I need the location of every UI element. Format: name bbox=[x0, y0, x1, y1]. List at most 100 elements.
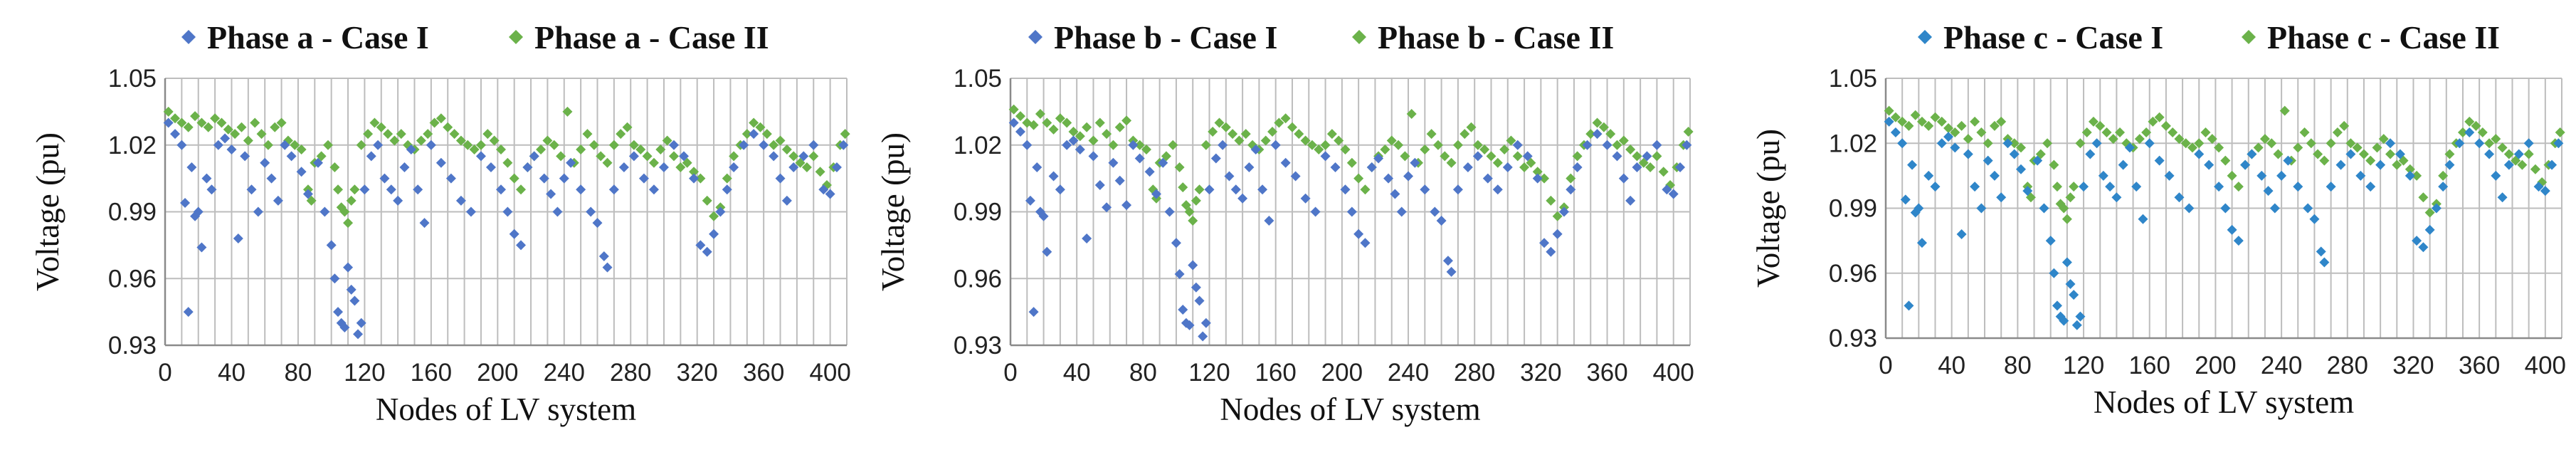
data-point-case-ii bbox=[270, 122, 280, 132]
data-point-case-i bbox=[1346, 206, 1357, 217]
data-point-case-ii bbox=[256, 129, 267, 140]
data-point-case-i bbox=[329, 273, 340, 284]
data-point-case-ii bbox=[1592, 117, 1603, 128]
data-point-case-ii bbox=[1320, 140, 1331, 150]
data-point-case-i bbox=[1566, 184, 1576, 195]
data-point-case-i bbox=[1410, 157, 1420, 168]
x-tick-label: 120 bbox=[344, 359, 385, 387]
data-point-case-ii bbox=[2339, 120, 2350, 131]
data-point-case-ii bbox=[576, 145, 586, 154]
data-point-case-ii bbox=[2253, 142, 2264, 153]
data-point-case-ii bbox=[729, 151, 739, 162]
data-point-case-i bbox=[2431, 203, 2442, 214]
data-point-case-i bbox=[1546, 246, 1556, 257]
data-point-case-i bbox=[1462, 162, 1473, 172]
data-point-case-ii bbox=[689, 167, 700, 177]
data-point-case-ii bbox=[2154, 112, 2165, 122]
data-point-case-ii bbox=[1943, 122, 1954, 133]
data-point-case-i bbox=[1128, 140, 1139, 150]
data-point-case-ii bbox=[1346, 157, 1357, 168]
data-point-case-ii bbox=[1028, 120, 1039, 130]
data-point-case-ii bbox=[2009, 138, 2020, 149]
data-point-case-i bbox=[1618, 173, 1629, 184]
x-tick-label: 320 bbox=[2392, 352, 2434, 379]
data-point-case-ii bbox=[2365, 155, 2376, 166]
data-point-case-i bbox=[1038, 211, 1049, 221]
data-point-case-i bbox=[2247, 149, 2257, 159]
data-point-case-i bbox=[2240, 159, 2251, 170]
data-point-case-i bbox=[246, 184, 257, 195]
data-point-case-ii bbox=[296, 145, 307, 154]
data-point-case-i bbox=[1492, 184, 1503, 195]
data-point-case-i bbox=[559, 173, 569, 184]
data-point-case-i bbox=[546, 189, 556, 199]
legend-marker-case-i bbox=[1918, 30, 1932, 44]
data-point-case-ii bbox=[1287, 122, 1297, 132]
data-point-case-i bbox=[1442, 256, 1453, 266]
data-point-case-i bbox=[2111, 192, 2122, 203]
data-point-case-i bbox=[2424, 224, 2435, 235]
data-point-case-i bbox=[312, 157, 323, 168]
data-point-case-ii bbox=[2424, 207, 2435, 218]
data-point-case-i bbox=[2553, 138, 2564, 149]
data-point-case-i bbox=[2039, 203, 2049, 214]
y-tick-label: 1.05 bbox=[108, 65, 157, 93]
data-point-case-i bbox=[566, 157, 576, 168]
data-point-case-i bbox=[668, 140, 679, 150]
data-point-case-i bbox=[286, 151, 297, 162]
data-point-case-i bbox=[1204, 184, 1215, 195]
data-point-case-i bbox=[1022, 140, 1033, 150]
data-point-case-i bbox=[1420, 184, 1430, 195]
data-point-case-i bbox=[2533, 182, 2544, 192]
data-point-case-i bbox=[2069, 290, 2079, 300]
data-point-case-i bbox=[2464, 127, 2475, 138]
legend-label-case-i: Phase b - Case I bbox=[1054, 19, 1277, 56]
data-point-case-ii bbox=[443, 122, 453, 132]
data-point-case-ii bbox=[2207, 134, 2217, 145]
data-point-case-ii bbox=[210, 113, 221, 124]
data-point-case-ii bbox=[2108, 134, 2118, 145]
data-point-case-ii bbox=[2352, 142, 2363, 153]
data-point-case-i bbox=[1612, 151, 1622, 162]
x-tick-label: 280 bbox=[610, 359, 651, 387]
y-tick-label: 1.02 bbox=[954, 132, 1002, 159]
data-point-case-ii bbox=[2148, 116, 2158, 127]
data-point-case-ii bbox=[290, 140, 300, 150]
data-point-case-i bbox=[1250, 145, 1261, 154]
x-tick-label: 360 bbox=[743, 359, 784, 387]
data-point-case-ii bbox=[2273, 149, 2284, 159]
data-point-case-ii bbox=[2477, 127, 2488, 138]
data-point-case-i bbox=[702, 246, 712, 257]
data-point-case-ii bbox=[2412, 170, 2422, 181]
data-point-case-ii bbox=[1314, 145, 1324, 154]
data-point-case-i bbox=[2144, 138, 2155, 149]
data-point-case-i bbox=[1158, 157, 1168, 168]
x-tick-label: 160 bbox=[411, 359, 452, 387]
data-point-case-ii bbox=[1459, 129, 1470, 140]
data-point-case-ii bbox=[2141, 127, 2152, 138]
data-point-case-i bbox=[226, 145, 237, 154]
data-point-case-ii bbox=[695, 173, 706, 184]
data-point-case-i bbox=[1280, 157, 1291, 168]
data-point-case-i bbox=[608, 184, 619, 195]
data-point-case-ii bbox=[2299, 127, 2310, 138]
data-point-case-i bbox=[2412, 236, 2422, 246]
data-point-case-i bbox=[1218, 140, 1228, 150]
data-point-case-i bbox=[2540, 186, 2550, 196]
data-point-case-ii bbox=[1015, 111, 1025, 122]
data-point-case-ii bbox=[223, 124, 233, 135]
data-point-case-i bbox=[2418, 242, 2429, 253]
data-point-case-ii bbox=[556, 151, 566, 162]
data-point-case-i bbox=[213, 140, 223, 150]
data-point-case-ii bbox=[616, 129, 626, 140]
data-point-case-i bbox=[343, 262, 354, 273]
data-point-case-i bbox=[1198, 331, 1208, 342]
data-point-case-ii bbox=[1386, 135, 1397, 146]
x-tick-label: 160 bbox=[2129, 352, 2170, 379]
data-point-case-ii bbox=[482, 129, 493, 140]
data-point-case-ii bbox=[363, 129, 374, 140]
data-point-case-i bbox=[2131, 182, 2142, 192]
data-point-case-i bbox=[1184, 320, 1195, 330]
data-point-case-ii bbox=[1055, 113, 1065, 124]
data-point-case-ii bbox=[2049, 159, 2059, 170]
